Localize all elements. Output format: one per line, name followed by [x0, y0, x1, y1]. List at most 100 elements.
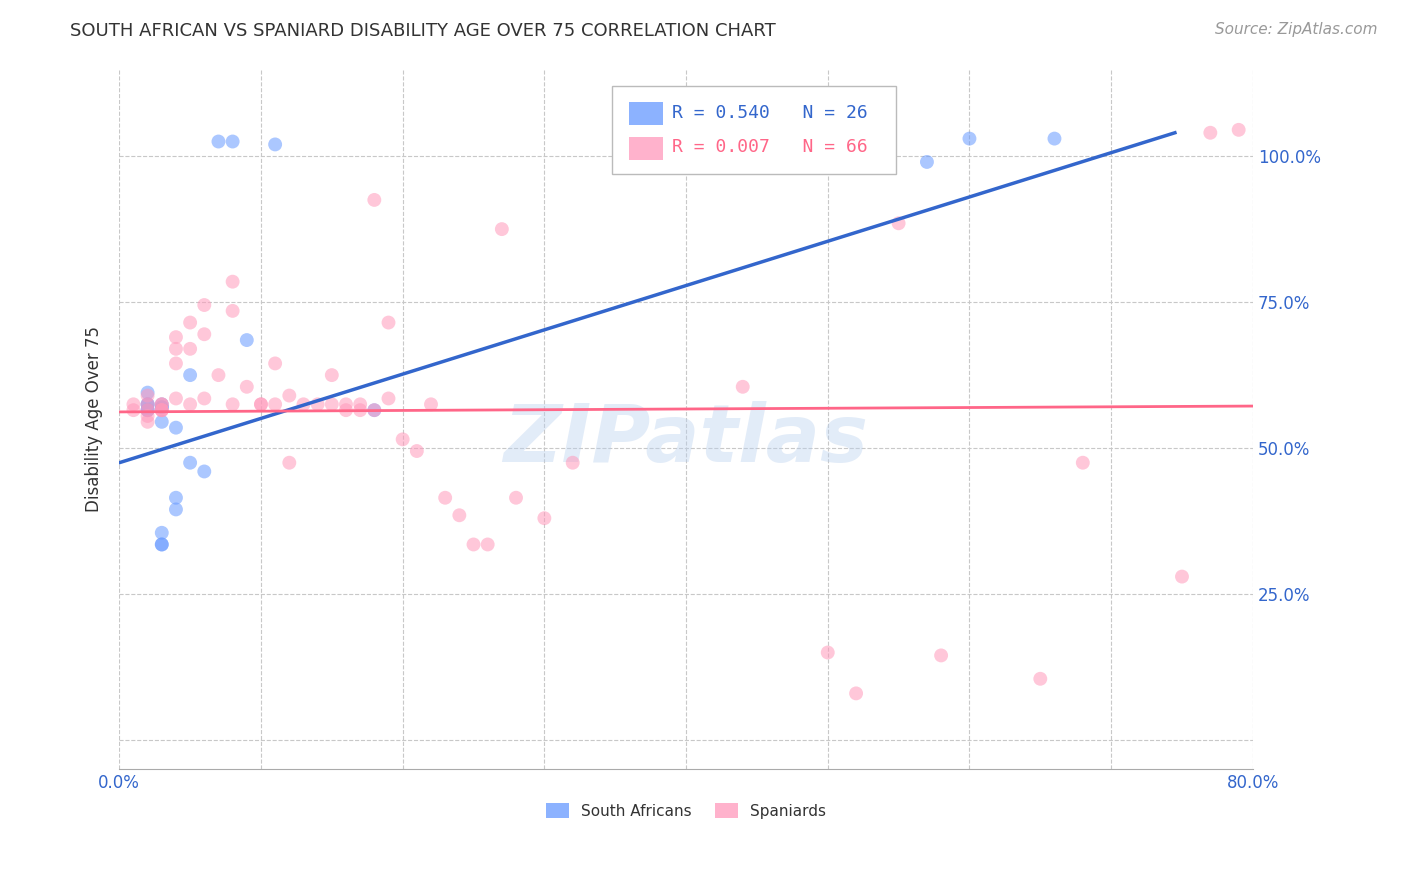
Point: [150, 403, 173, 417]
Point: [193, 465, 215, 479]
Point: [434, 491, 457, 505]
Point: [193, 327, 215, 342]
Point: [292, 397, 315, 411]
Point: [236, 380, 259, 394]
Text: ZIPatlas: ZIPatlas: [503, 401, 869, 479]
Point: [1043, 131, 1066, 145]
Point: [150, 537, 173, 551]
Point: [179, 316, 201, 330]
Point: [1029, 672, 1052, 686]
Point: [887, 216, 910, 230]
Point: [929, 648, 952, 663]
Point: [335, 397, 357, 411]
Text: Source: ZipAtlas.com: Source: ZipAtlas.com: [1215, 22, 1378, 37]
Point: [165, 330, 187, 344]
Point: [363, 193, 385, 207]
Point: [207, 135, 229, 149]
Point: [449, 508, 471, 523]
Point: [533, 511, 555, 525]
Legend: South Africans, Spaniards: South Africans, Spaniards: [540, 797, 832, 825]
Point: [307, 397, 329, 411]
Point: [221, 397, 243, 411]
Point: [179, 456, 201, 470]
Point: [122, 397, 145, 411]
Text: SOUTH AFRICAN VS SPANIARD DISABILITY AGE OVER 75 CORRELATION CHART: SOUTH AFRICAN VS SPANIARD DISABILITY AGE…: [70, 22, 776, 40]
Point: [165, 491, 187, 505]
Point: [363, 403, 385, 417]
Point: [1171, 569, 1194, 583]
Point: [122, 403, 145, 417]
Point: [150, 397, 173, 411]
Point: [150, 403, 173, 417]
Point: [391, 433, 413, 447]
Point: [377, 316, 399, 330]
Point: [1071, 456, 1094, 470]
Point: [207, 368, 229, 383]
Point: [236, 333, 259, 347]
Point: [150, 401, 173, 415]
Point: [221, 275, 243, 289]
Point: [165, 356, 187, 370]
Point: [136, 403, 159, 417]
Point: [321, 397, 343, 411]
Point: [505, 491, 527, 505]
Point: [193, 298, 215, 312]
Y-axis label: Disability Age Over 75: Disability Age Over 75: [86, 326, 103, 512]
Point: [335, 403, 357, 417]
Text: R = 0.540   N = 26: R = 0.540 N = 26: [672, 103, 868, 121]
Point: [264, 397, 287, 411]
Point: [1199, 126, 1222, 140]
Point: [136, 415, 159, 429]
Bar: [630, 103, 664, 125]
Point: [250, 397, 273, 411]
Text: R = 0.007   N = 66: R = 0.007 N = 66: [672, 138, 868, 156]
Point: [179, 368, 201, 383]
Point: [377, 392, 399, 406]
Point: [264, 137, 287, 152]
Point: [150, 537, 173, 551]
Point: [150, 525, 173, 540]
Point: [561, 456, 583, 470]
Point: [179, 342, 201, 356]
Point: [136, 397, 159, 411]
Point: [731, 380, 754, 394]
Point: [150, 397, 173, 411]
Point: [179, 397, 201, 411]
Point: [915, 155, 938, 169]
Point: [420, 397, 443, 411]
Bar: [630, 137, 664, 160]
Point: [136, 403, 159, 417]
Point: [165, 392, 187, 406]
Point: [250, 397, 273, 411]
Point: [136, 403, 159, 417]
Point: [959, 131, 981, 145]
Point: [264, 356, 287, 370]
Point: [1227, 123, 1250, 137]
Point: [136, 397, 159, 411]
Point: [136, 397, 159, 411]
Point: [349, 403, 371, 417]
Point: [193, 392, 215, 406]
Point: [136, 385, 159, 400]
Point: [349, 397, 371, 411]
Point: [845, 686, 868, 700]
FancyBboxPatch shape: [613, 86, 896, 174]
Point: [463, 537, 485, 551]
Point: [136, 388, 159, 402]
Point: [221, 135, 243, 149]
Point: [491, 222, 513, 236]
Point: [278, 456, 301, 470]
Point: [321, 368, 343, 383]
Point: [150, 403, 173, 417]
Point: [363, 403, 385, 417]
Point: [136, 409, 159, 423]
Point: [150, 401, 173, 415]
Point: [165, 342, 187, 356]
Point: [165, 502, 187, 516]
Point: [477, 537, 499, 551]
Point: [150, 415, 173, 429]
Point: [150, 397, 173, 411]
Point: [165, 420, 187, 434]
Point: [817, 646, 839, 660]
Point: [278, 388, 301, 402]
